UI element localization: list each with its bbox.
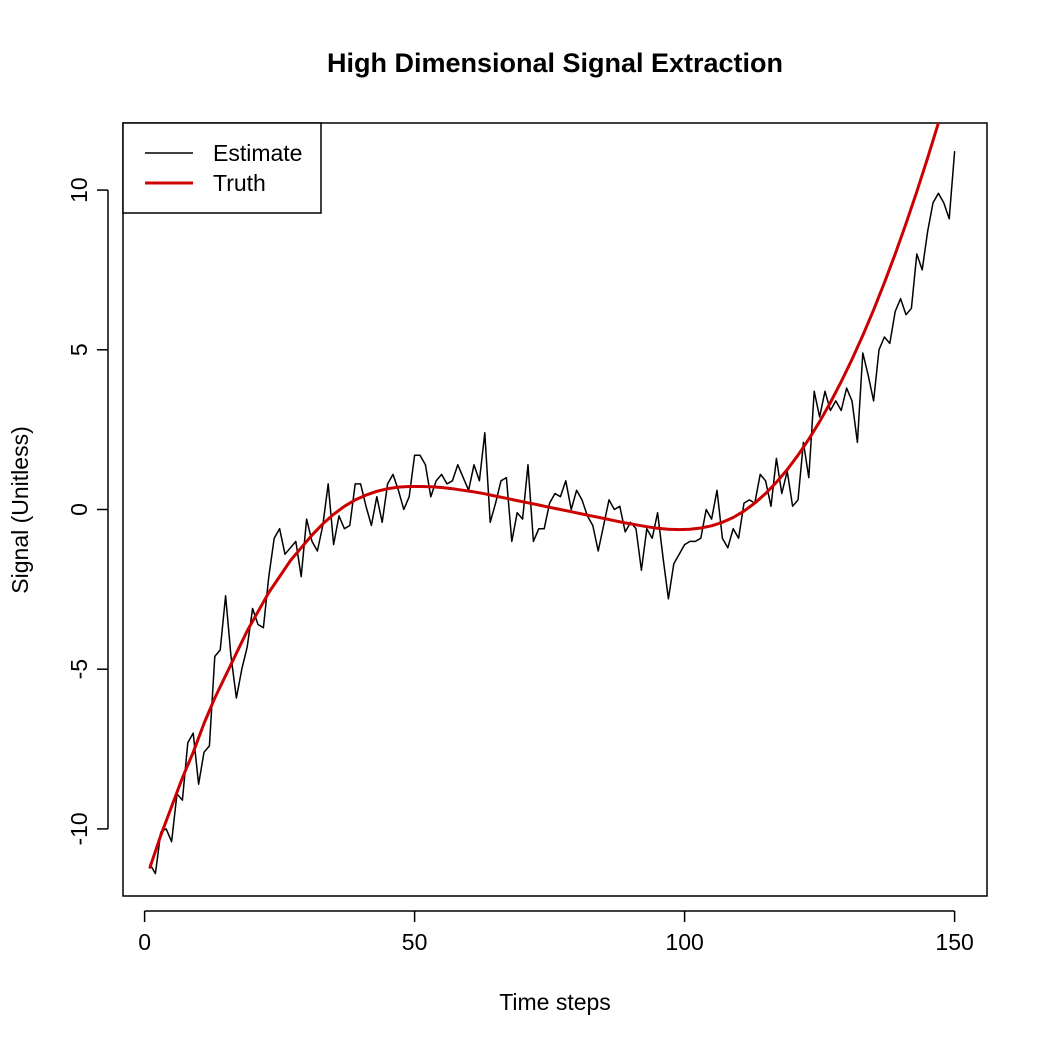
x-axis-label: Time steps bbox=[499, 989, 611, 1015]
series-layer bbox=[148, 123, 956, 875]
x-tick-label: 0 bbox=[138, 929, 151, 955]
legend-box bbox=[122, 122, 322, 214]
y-tick-label: 5 bbox=[66, 343, 92, 356]
plot-frame bbox=[122, 122, 988, 897]
series-line-truth bbox=[148, 123, 940, 869]
legend-truth-label: Truth bbox=[213, 170, 266, 196]
y-tick-label: -10 bbox=[66, 812, 92, 845]
y-axis: -10 -5 0 5 10 bbox=[66, 177, 109, 846]
x-tick-label: 50 bbox=[402, 929, 428, 955]
x-tick-label: 150 bbox=[935, 929, 973, 955]
y-tick-label: 0 bbox=[66, 503, 92, 516]
y-tick-label: -5 bbox=[66, 659, 92, 679]
x-axis: 0 50 100 150 bbox=[138, 910, 974, 955]
y-axis-label: Signal (Unitless) bbox=[7, 426, 33, 593]
x-tick-label: 100 bbox=[665, 929, 703, 955]
legend: Estimate Truth bbox=[122, 122, 322, 214]
y-tick-label: 10 bbox=[66, 177, 92, 203]
legend-estimate-label: Estimate bbox=[213, 140, 302, 166]
chart-title: High Dimensional Signal Extraction bbox=[327, 48, 783, 78]
series-line-estimate bbox=[149, 150, 956, 875]
